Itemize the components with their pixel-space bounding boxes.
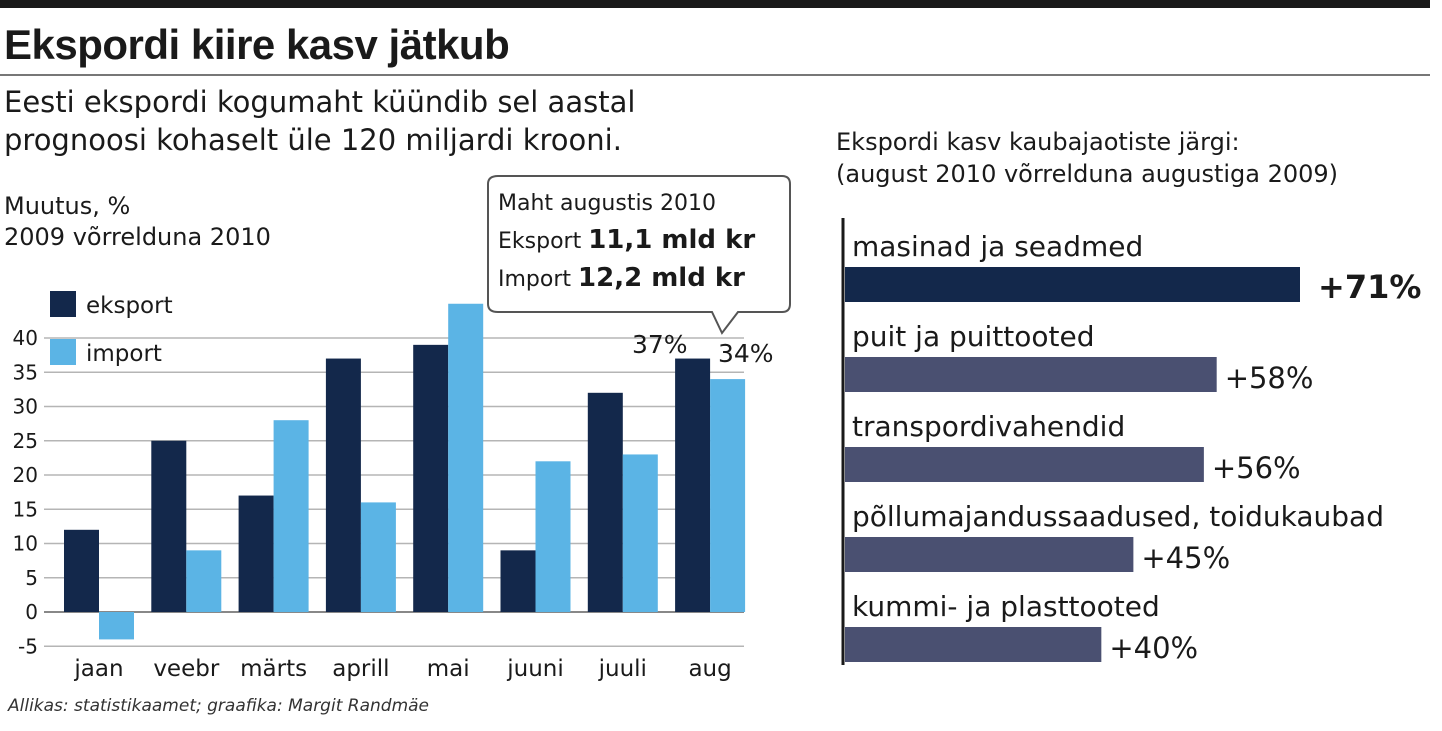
x-tick-label: juuli <box>598 656 647 682</box>
page-title: Ekspordi kiire kasv jätkub <box>4 21 510 68</box>
y-tick-label: 15 <box>13 497 38 521</box>
category-label: kummi- ja plasttooted <box>852 590 1160 623</box>
y-tick-label: -5 <box>18 634 38 658</box>
x-tick-label: jaan <box>73 656 123 682</box>
category-label: puit ja puittooted <box>852 320 1095 353</box>
y-tick-label: 30 <box>13 395 38 419</box>
bar-import-veebr <box>186 550 222 612</box>
y-tick-label: 10 <box>13 532 38 556</box>
bar-import-juuni <box>535 461 571 612</box>
callout-bubble <box>487 175 791 335</box>
category-bar <box>845 357 1217 392</box>
y-tick-label: 35 <box>13 360 38 384</box>
x-tick-label: veebr <box>153 656 220 682</box>
category-value-label: +58% <box>1225 361 1314 395</box>
callout-import-row: Import 12,2 mld kr <box>498 260 755 298</box>
category-bar <box>845 537 1134 572</box>
y-tick-label: 40 <box>13 326 38 350</box>
bar-chart-title-text: Muutus, % 2009 võrrelduna 2010 <box>4 192 271 251</box>
category-bar <box>845 447 1204 482</box>
annotations: 37% 34% <box>632 330 774 368</box>
annotation-import-aug: 34% <box>718 339 774 368</box>
callout-import-label: Import <box>498 267 572 292</box>
title-divider <box>0 74 1430 76</box>
subtitle: Eesti ekspordi kogumaht küündib sel aast… <box>4 85 636 157</box>
callout-export-label: Eksport <box>498 229 582 254</box>
bar-eksport-jaan <box>64 529 99 612</box>
category-label: transpordivahendid <box>852 410 1125 443</box>
category-bar <box>845 267 1300 302</box>
x-axis-labels: jaan veebr märts aprill mai juuni juuli aug <box>73 656 731 682</box>
legend-label-import: import <box>86 341 162 367</box>
x-tick-label: juuni <box>506 656 564 682</box>
callout-box <box>487 175 791 335</box>
bar-import-jaan <box>99 612 134 640</box>
y-tick-label: 0 <box>25 600 38 624</box>
callout-content: Maht augustis 2010 Eksport 11,1 mld kr I… <box>498 186 755 298</box>
x-tick-label: aug <box>688 656 731 682</box>
callout-import-value: 12,2 mld kr <box>578 263 745 293</box>
category-value-label: +40% <box>1109 631 1198 665</box>
bar-import-mai <box>448 303 484 612</box>
bar-eksport-aug <box>675 358 711 612</box>
y-tick-label: 25 <box>13 429 38 453</box>
callout-export-value: 11,1 mld kr <box>588 225 756 255</box>
legend-swatch-eksport <box>50 291 76 317</box>
callout-heading: Maht augustis 2010 <box>498 191 717 216</box>
legend-label-eksport: eksport <box>86 293 173 319</box>
y-tick-label: 5 <box>25 566 38 590</box>
bar-import-märts <box>273 420 309 612</box>
annotation-export-aug: 37% <box>632 330 688 359</box>
bar-eksport-veebr <box>151 440 187 612</box>
source-credit: Allikas: statistikaamet; graafika: Margi… <box>8 696 429 716</box>
bar-chart-title: Muutus, % 2009 võrrelduna 2010 <box>4 191 271 253</box>
category-label: põllumajandussaadused, toidukaubad <box>852 500 1384 533</box>
category-value-label: +56% <box>1212 451 1301 485</box>
bar-import-aprill <box>360 502 396 612</box>
bar-import-juuli <box>622 454 658 612</box>
category-chart-title-text: Ekspordi kasv kaubajaotiste järgi: (augus… <box>836 128 1339 188</box>
category-label: masinad ja seadmed <box>852 230 1143 263</box>
legend: eksport import <box>50 291 173 367</box>
bar-import-aug <box>710 379 746 612</box>
bar-eksport-aprill <box>325 358 361 612</box>
category-bar <box>845 627 1102 662</box>
bar-eksport-mai <box>413 344 449 612</box>
category-bars: masinad ja seadmed +71% puit ja puittooted… <box>841 218 1421 665</box>
monthly-bars <box>64 303 746 640</box>
y-axis-labels: -5 0 5 10 15 20 25 30 35 40 <box>13 326 38 658</box>
y-tick-label: 20 <box>13 463 38 487</box>
top-rule <box>0 0 1430 8</box>
bar-eksport-märts <box>238 495 274 612</box>
category-chart-title: Ekspordi kasv kaubajaotiste järgi: (augus… <box>836 126 1338 190</box>
x-tick-label: aprill <box>332 656 389 682</box>
legend-swatch-import <box>50 339 76 365</box>
x-tick-label: mai <box>427 656 470 682</box>
bar-eksport-juuli <box>587 392 623 612</box>
callout-export-row: Eksport 11,1 mld kr <box>498 222 755 260</box>
category-value-label: +71% <box>1318 268 1421 306</box>
bar-eksport-juuni <box>500 550 536 612</box>
x-tick-label: märts <box>240 656 307 682</box>
category-value-label: +45% <box>1141 541 1230 575</box>
